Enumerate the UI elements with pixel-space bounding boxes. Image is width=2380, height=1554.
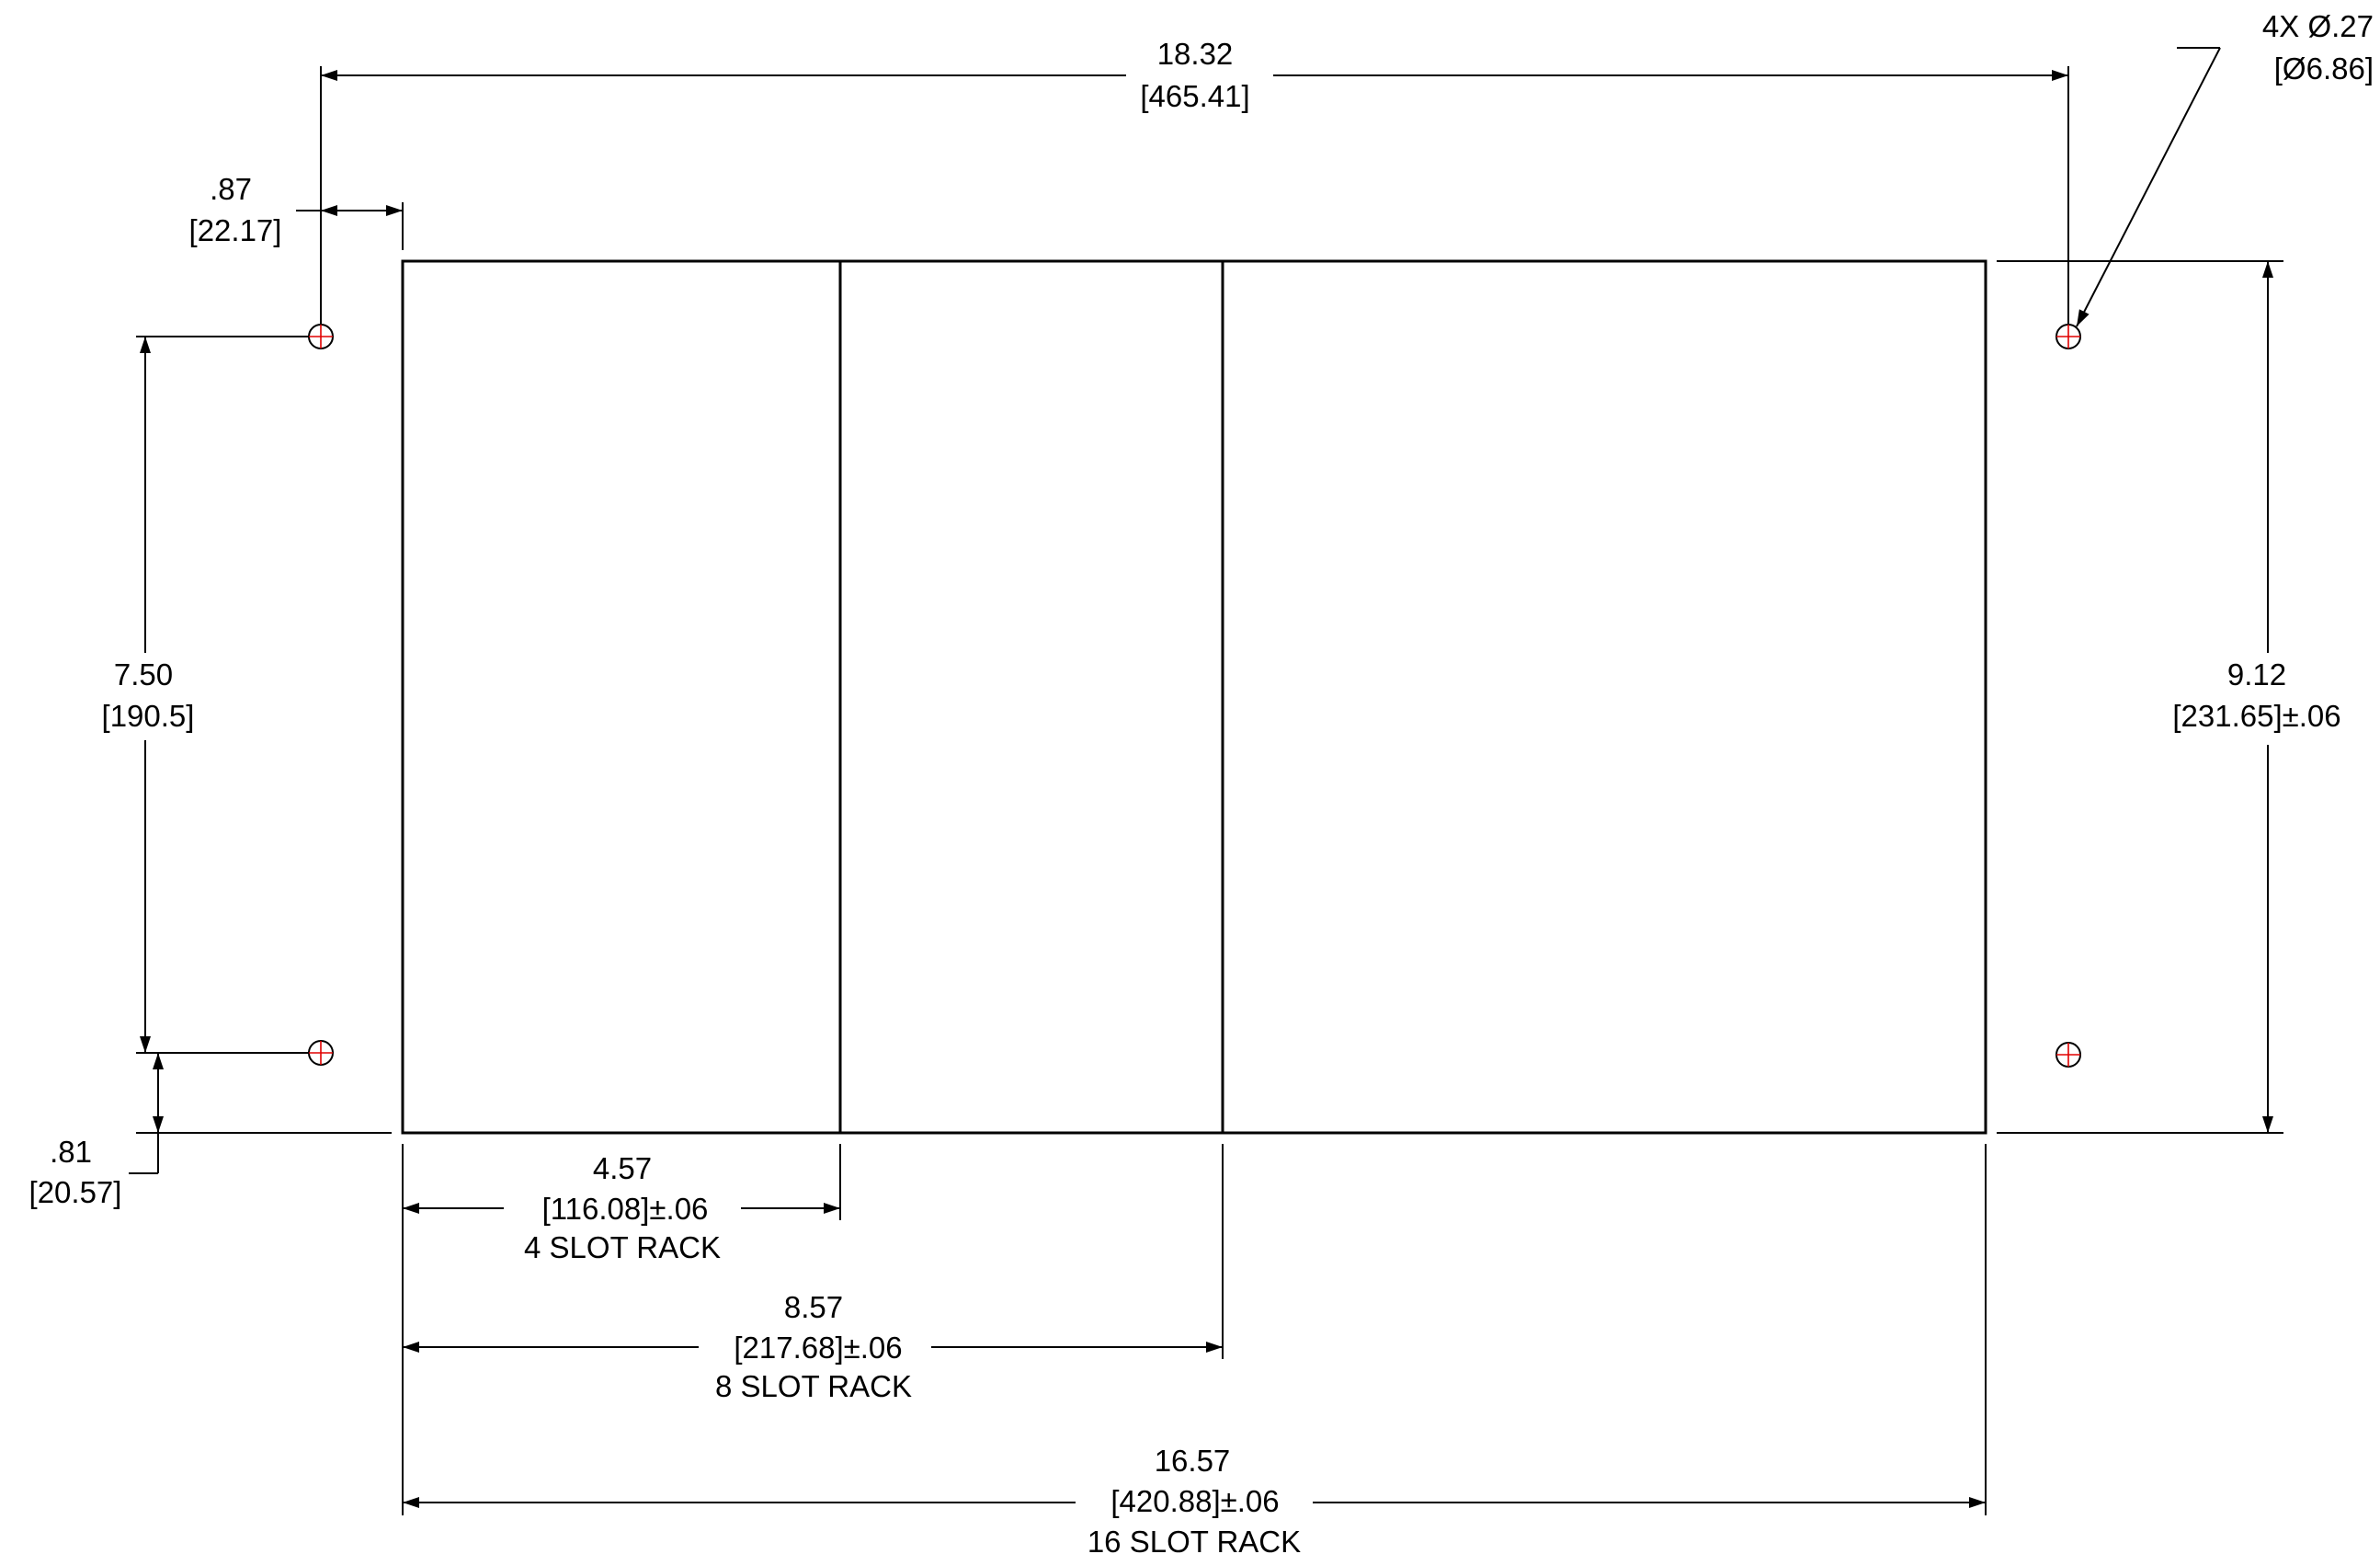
dimension-value: 4.57 [593,1151,652,1185]
dimension-label: 16 SLOT RACK [1088,1525,1301,1554]
dimension-metric: [116.08]±.06 [542,1192,709,1226]
panel-body [401,259,1987,1135]
dimension-metric: [Ø6.86] [2274,51,2374,86]
dimension-value: 16.57 [1155,1444,1231,1478]
dimension-8-slot-rack: 8.57 [217.68]±.06 8 SLOT RACK [403,1290,1223,1403]
mounting-hole-bottom-left [308,1040,334,1066]
dimension-value: 18.32 [1157,37,1234,71]
dimension-overall-hole-spacing: 18.32 [465.41] [320,37,2069,324]
dimension-4-slot-rack: 4.57 [116.08]±.06 4 SLOT RACK [403,1151,840,1264]
dimension-metric: [465.41] [1140,79,1249,113]
dimension-value: 7.50 [114,657,173,691]
dimension-value: 4X Ø.27 [2262,9,2374,43]
dimension-metric: [420.88]±.06 [1110,1484,1279,1518]
panel-outline [401,259,1987,1135]
dimension-metric: [190.5] [102,699,195,733]
dimension-label: 8 SLOT RACK [715,1369,912,1403]
dimension-hole-edge-offset: .87 [22.17] [189,172,404,250]
dimension-value: .81 [50,1135,92,1169]
dimension-16-slot-rack: 16.57 [420.88]±.06 16 SLOT RACK [403,1444,1986,1554]
mounting-hole-top-left [308,324,334,349]
mounting-hole-top-right [2055,324,2081,349]
dimension-value: 9.12 [2227,657,2286,691]
dimension-metric: [22.17] [189,213,282,247]
dimension-vertical-hole-spacing: 7.50 [190.5] [102,336,309,1054]
dimension-panel-height: 9.12 [231.65]±.06 [1997,260,2341,1134]
dimension-metric: [217.68]±.06 [734,1331,902,1365]
dimension-value: .87 [210,172,252,206]
dimension-hole-diameter-callout: 4X Ø.27 [Ø6.86] [2076,9,2374,327]
dimension-bottom-hole-offset: .81 [20.57] [29,1053,392,1209]
dimension-metric: [20.57] [29,1175,122,1209]
dimension-metric: [231.65]±.06 [2172,699,2340,733]
dimension-value: 8.57 [784,1290,843,1324]
dimension-label: 4 SLOT RACK [524,1230,721,1264]
mounting-hole-bottom-right [2055,1042,2081,1068]
